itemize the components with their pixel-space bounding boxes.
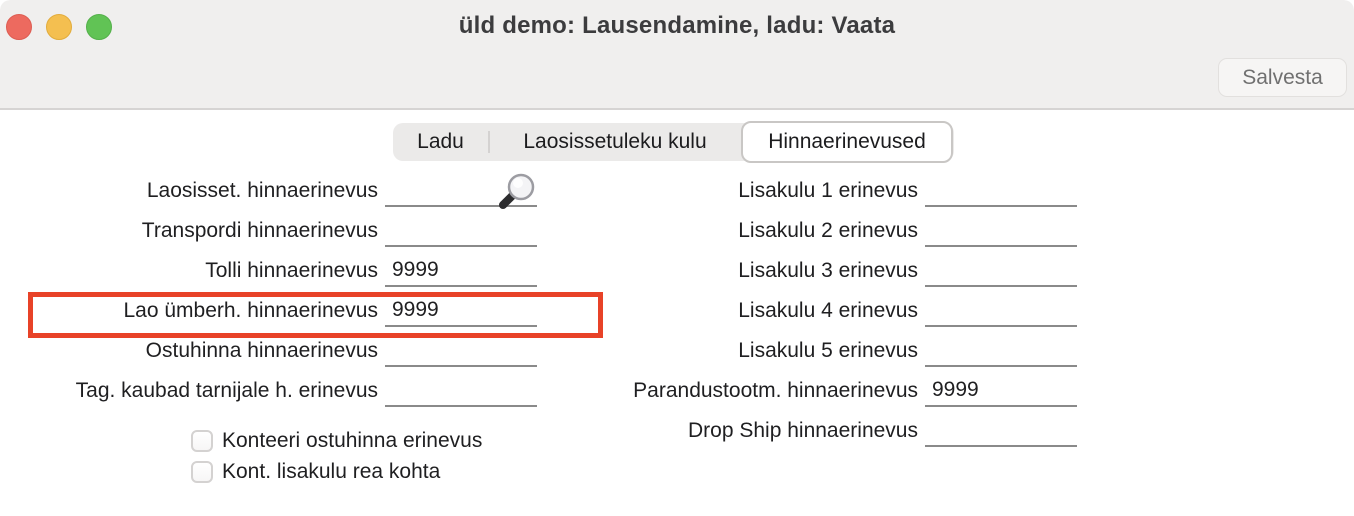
field-label: Tolli hinnaerinevus bbox=[205, 259, 378, 282]
field-row-tag-kaubad-tarnijale: Tag. kaubad tarnijale h. erinevus bbox=[0, 367, 537, 407]
checkbox-label: Kont. lisakulu rea kohta bbox=[222, 460, 441, 483]
field-label: Ostuhinna hinnaerinevus bbox=[145, 339, 378, 362]
field-row-laosisset-hinnaerinevus: Laosisset. hinnaerinevus bbox=[0, 167, 537, 207]
field-row-lisakulu-5: Lisakulu 5 erinevus bbox=[540, 327, 1077, 367]
tolli-hinnaerinevus-input[interactable]: 9999 bbox=[385, 255, 537, 287]
field-label: Transpordi hinnaerinevus bbox=[141, 219, 378, 242]
parandustootm-hinnaerinevus-input[interactable]: 9999 bbox=[925, 375, 1077, 407]
field-row-lisakulu-3: Lisakulu 3 erinevus bbox=[540, 247, 1077, 287]
lisakulu-1-erinevus-input[interactable] bbox=[925, 175, 1077, 207]
field-row-drop-ship: Drop Ship hinnaerinevus bbox=[540, 407, 1077, 447]
field-row-lisakulu-2: Lisakulu 2 erinevus bbox=[540, 207, 1077, 247]
field-label: Lisakulu 2 erinevus bbox=[738, 219, 918, 242]
field-row-lisakulu-1: Lisakulu 1 erinevus bbox=[540, 167, 1077, 207]
window-title: üld demo: Lausendamine, ladu: Vaata bbox=[458, 12, 896, 39]
lisakulu-2-erinevus-input[interactable] bbox=[925, 215, 1077, 247]
title-bar: üld demo: Lausendamine, ladu: Vaata Salv… bbox=[0, 0, 1354, 110]
lisakulu-3-erinevus-input[interactable] bbox=[925, 255, 1077, 287]
zoom-window-icon[interactable] bbox=[86, 14, 112, 40]
field-label: Parandustootm. hinnaerinevus bbox=[633, 379, 918, 402]
save-button[interactable]: Salvesta bbox=[1218, 58, 1347, 97]
lisakulu-4-erinevus-input[interactable] bbox=[925, 295, 1077, 327]
field-row-transpordi-hinnaerinevus: Transpordi hinnaerinevus bbox=[0, 207, 537, 247]
field-label: Tag. kaubad tarnijale h. erinevus bbox=[75, 379, 378, 402]
drop-ship-hinnaerinevus-input[interactable] bbox=[925, 415, 1077, 447]
field-label: Lisakulu 5 erinevus bbox=[738, 339, 918, 362]
tab-hinnaerinevused[interactable]: Hinnaerinevused bbox=[741, 121, 953, 163]
checkbox-label: Konteeri ostuhinna erinevus bbox=[222, 429, 483, 452]
ostuhinna-hinnaerinevus-input[interactable] bbox=[385, 335, 537, 367]
field-label: Lisakulu 3 erinevus bbox=[738, 259, 918, 282]
checkbox-row-konteeri-ostuhinna[interactable]: Konteeri ostuhinna erinevus bbox=[191, 429, 482, 453]
lisakulu-5-erinevus-input[interactable] bbox=[925, 335, 1077, 367]
tab-laosissetuleku-kulu[interactable]: Laosissetuleku kulu bbox=[523, 130, 707, 153]
field-row-lisakulu-4: Lisakulu 4 erinevus bbox=[540, 287, 1077, 327]
search-lookup-icon[interactable] bbox=[495, 170, 535, 210]
konteeri-ostuhinna-checkbox[interactable] bbox=[191, 430, 213, 452]
checkbox-row-kont-lisakulu[interactable]: Kont. lisakulu rea kohta bbox=[191, 460, 440, 484]
field-label: Lisakulu 4 erinevus bbox=[738, 299, 918, 322]
right-field-column: Lisakulu 1 erinevus Lisakulu 2 erinevus … bbox=[540, 167, 1077, 447]
kont-lisakulu-checkbox[interactable] bbox=[191, 461, 213, 483]
field-row-ostuhinna-hinnaerinevus: Ostuhinna hinnaerinevus bbox=[0, 327, 537, 367]
tab-bar: Ladu Laosissetuleku kulu Hinnaerinevused bbox=[393, 121, 954, 163]
field-row-tolli-hinnaerinevus: Tolli hinnaerinevus 9999 bbox=[0, 247, 537, 287]
field-label: Lao ümberh. hinnaerinevus bbox=[123, 299, 378, 322]
field-label: Laosisset. hinnaerinevus bbox=[146, 179, 378, 202]
tag-kaubad-tarnijale-input[interactable] bbox=[385, 375, 537, 407]
field-row-lao-umberh-hinnaerinevus: Lao ümberh. hinnaerinevus 9999 bbox=[0, 287, 537, 327]
minimize-window-icon[interactable] bbox=[46, 14, 72, 40]
tab-ladu[interactable]: Ladu bbox=[417, 130, 464, 153]
laosisset-hinnaerinevus-input[interactable] bbox=[385, 175, 537, 207]
lao-umberh-hinnaerinevus-input[interactable]: 9999 bbox=[385, 295, 537, 327]
field-label: Drop Ship hinnaerinevus bbox=[688, 419, 918, 442]
left-field-column: Laosisset. hinnaerinevus Transpordi hinn… bbox=[0, 167, 537, 407]
transpordi-hinnaerinevus-input[interactable] bbox=[385, 215, 537, 247]
close-window-icon[interactable] bbox=[6, 14, 32, 40]
tab-separator bbox=[488, 131, 490, 153]
field-label: Lisakulu 1 erinevus bbox=[738, 179, 918, 202]
field-row-parandustootm: Parandustootm. hinnaerinevus 9999 bbox=[540, 367, 1077, 407]
